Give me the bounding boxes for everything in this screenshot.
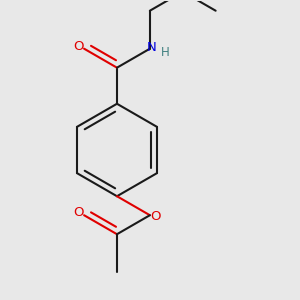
Text: N: N (147, 40, 156, 53)
Text: O: O (150, 210, 160, 224)
Text: O: O (74, 40, 84, 52)
Text: H: H (161, 46, 170, 59)
Text: O: O (73, 206, 83, 219)
